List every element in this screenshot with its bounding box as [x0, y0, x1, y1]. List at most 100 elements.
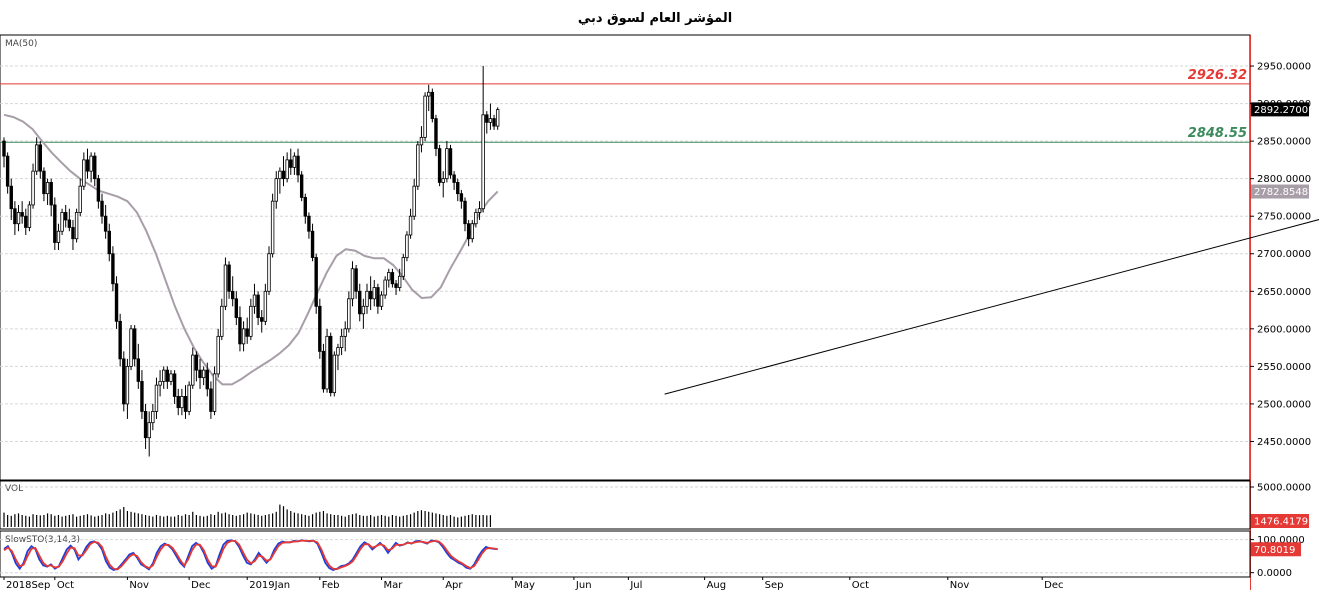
chart-title: المؤشر العام لسوق دبي [578, 11, 732, 26]
candle-body [416, 144, 420, 187]
candle-body [238, 317, 242, 345]
volume-last-text: 1476.4179 [1254, 517, 1308, 528]
candle [456, 178, 460, 202]
price-y-axis: 2450.0000 2500.0000 2550.0000 2600.0000 2650… [1250, 62, 1311, 448]
candle [143, 403, 148, 449]
candle [466, 219, 471, 247]
stochastic-panel[interactable] [0, 530, 1251, 578]
candle-body [365, 290, 369, 307]
candle-body [470, 223, 474, 240]
x-tick-label: Oct [852, 580, 869, 591]
candle-body [2, 140, 6, 157]
candle [5, 152, 10, 194]
x-tick-label: Apr [445, 580, 463, 591]
candle-body [456, 182, 460, 195]
candle [169, 370, 173, 386]
stochastic-grid [0, 539, 1250, 574]
candle [379, 291, 384, 311]
horizontal-levels[interactable]: 2926.32 2848.55 [0, 68, 1250, 143]
candle [372, 280, 376, 307]
resistance-label: 2926.32 [1188, 68, 1247, 83]
candle-body [13, 208, 17, 225]
candle-body [492, 118, 496, 127]
candle-body [154, 384, 159, 412]
candle-body [24, 215, 28, 228]
price-tick-label: 2700.0000 [1257, 249, 1311, 260]
candle [172, 370, 177, 404]
ma50-curve [3, 113, 499, 386]
x-tick-label: Nov [129, 580, 149, 591]
x-tick-label: May [514, 580, 535, 591]
candle-body [263, 290, 268, 322]
candle-body [332, 354, 337, 394]
candle-body [343, 328, 347, 337]
stochastic-tick-label: 100.0000 [1257, 535, 1305, 546]
candle-body [129, 328, 133, 367]
volume-panel[interactable] [0, 480, 1251, 530]
candle [354, 265, 358, 299]
candle-body [31, 170, 35, 206]
candlesticks [2, 66, 500, 457]
candle [198, 358, 202, 389]
stochastic-lines [3, 539, 498, 571]
candle [34, 137, 39, 175]
candle-body [147, 422, 151, 439]
candle [401, 253, 405, 281]
candle [24, 208, 28, 235]
candle [463, 197, 467, 232]
candle-body [358, 290, 362, 315]
candle [423, 92, 427, 142]
x-tick-label: Mar [384, 580, 404, 591]
candle [45, 178, 50, 205]
candle [477, 201, 482, 220]
candle [434, 114, 438, 157]
trendline-segment [664, 219, 1319, 395]
candle [412, 178, 416, 220]
candle-body [270, 200, 275, 255]
last-price-box-text: 2892.2700 [1254, 105, 1308, 116]
candle-body [361, 305, 366, 315]
stochastic-last-text: 70.8019 [1254, 545, 1295, 556]
candle-body [162, 369, 166, 382]
candle [230, 276, 235, 307]
candle-body [390, 272, 395, 285]
candle-body [379, 294, 384, 307]
candle-body [220, 305, 224, 337]
x-axis: 2018Sep Oct Nov Dec 2019Jan Feb Mar Apr May Jun Ju… [3, 577, 1064, 591]
ma-value-box-text: 2782.8548 [1254, 187, 1308, 198]
candle [281, 156, 286, 187]
candle-body [45, 182, 50, 195]
candle [408, 208, 413, 239]
price-panel[interactable] [0, 34, 1251, 481]
candle-body [227, 264, 231, 292]
x-tick-label: Dec [191, 580, 210, 591]
stochastic-y-axis: 100.0000 0.0000 70.8019 [1250, 535, 1305, 579]
trendline[interactable] [664, 104, 1319, 395]
price-axis-boxes: 2892.2700 2782.8548 [1251, 102, 1309, 199]
price-tick-label: 2550.0000 [1257, 362, 1311, 373]
candle-body [27, 204, 32, 228]
candle-body [176, 396, 180, 409]
candle-body [336, 347, 340, 356]
candle-body [85, 159, 90, 172]
candle-body [143, 411, 148, 439]
candle [122, 351, 126, 412]
candle [358, 283, 362, 322]
volume-last-bg [1251, 514, 1309, 528]
candle-body [296, 155, 300, 176]
volume-label: VOL [5, 484, 23, 494]
candle [49, 178, 53, 217]
candle-body [42, 170, 46, 195]
candle [303, 193, 307, 224]
candle [20, 201, 24, 224]
candle [347, 291, 351, 333]
x-tick-label: 2019Jan [249, 580, 290, 591]
candle [339, 328, 344, 356]
candle-body [310, 230, 315, 258]
price-tick-label: 2850.0000 [1257, 137, 1311, 148]
candle-body [180, 396, 184, 409]
candle [289, 148, 293, 175]
candle [307, 212, 311, 239]
candle-body [194, 354, 199, 371]
